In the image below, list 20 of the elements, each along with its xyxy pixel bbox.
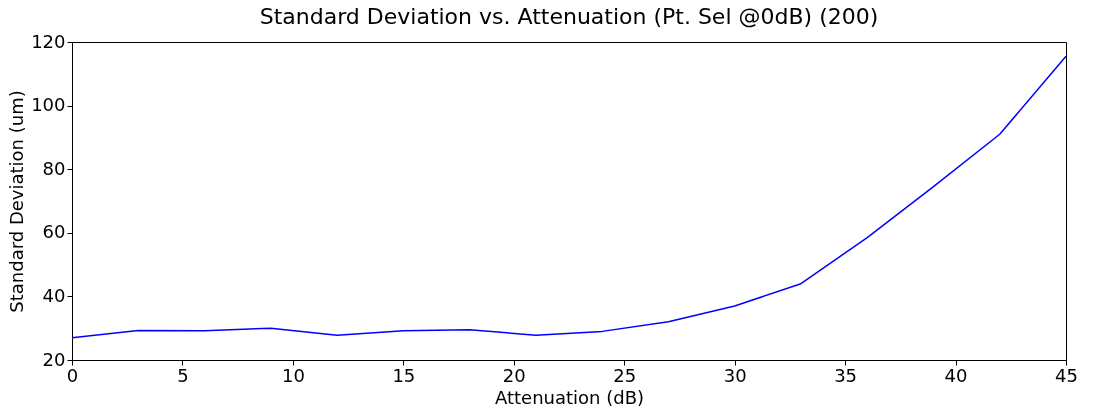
x-tick-label: 0 xyxy=(66,364,79,386)
y-tick-label: 40 xyxy=(42,284,66,306)
x-tick-label: 45 xyxy=(1055,364,1078,386)
chart-title: Standard Deviation vs. Attenuation (Pt. Sel @0dB) (200) xyxy=(259,4,879,29)
x-tick-label: 40 xyxy=(944,364,968,386)
y-tick-label: 80 xyxy=(42,157,66,179)
x-tick-label: 25 xyxy=(613,364,637,386)
x-tick-label: 15 xyxy=(392,364,416,386)
y-tick-label: 60 xyxy=(42,221,66,243)
x-tick-label: 30 xyxy=(723,364,747,386)
x-axis-title: Attenuation (dB) xyxy=(494,386,645,408)
y-axis-title: Standard Deviation (um) xyxy=(6,90,28,313)
y-tick-label: 20 xyxy=(42,348,66,370)
x-tick-label: 5 xyxy=(177,364,189,386)
x-tick-label: 35 xyxy=(834,364,858,386)
y-tick-label: 120 xyxy=(31,30,66,52)
x-tick-label: 10 xyxy=(281,364,305,386)
x-tick-label: 20 xyxy=(502,364,526,386)
line-series xyxy=(71,55,1067,339)
y-tick-label: 100 xyxy=(31,94,66,116)
